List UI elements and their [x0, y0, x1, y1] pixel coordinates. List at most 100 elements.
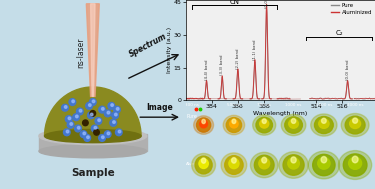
Text: 1500 ns: 1500 ns [316, 103, 332, 107]
Ellipse shape [313, 154, 335, 176]
Polygon shape [91, 4, 95, 96]
Ellipse shape [350, 119, 361, 129]
Ellipse shape [221, 153, 247, 177]
Ellipse shape [321, 156, 327, 163]
Y-axis label: Intensity (a.u.): Intensity (a.u.) [167, 27, 172, 73]
Ellipse shape [352, 156, 358, 163]
Ellipse shape [345, 116, 365, 134]
Circle shape [79, 109, 82, 112]
Circle shape [67, 121, 74, 128]
Circle shape [116, 108, 119, 110]
Text: Spectrum: Spectrum [128, 31, 169, 59]
Circle shape [62, 104, 68, 111]
Circle shape [88, 104, 91, 106]
Ellipse shape [230, 120, 238, 128]
Ellipse shape [232, 158, 236, 163]
Ellipse shape [194, 116, 213, 134]
Circle shape [114, 106, 120, 113]
Circle shape [70, 123, 73, 125]
Ellipse shape [200, 120, 207, 128]
Text: Sample: Sample [71, 168, 115, 178]
Circle shape [99, 135, 105, 141]
Wedge shape [45, 87, 141, 136]
Text: (1-1) band: (1-1) band [253, 40, 257, 60]
Circle shape [118, 130, 121, 133]
Circle shape [107, 132, 110, 135]
Text: 700 ns: 700 ns [257, 103, 271, 107]
Ellipse shape [253, 115, 276, 135]
Circle shape [72, 100, 74, 103]
Ellipse shape [251, 152, 278, 178]
Ellipse shape [289, 119, 298, 128]
Ellipse shape [321, 118, 326, 123]
Circle shape [108, 102, 115, 109]
Circle shape [107, 111, 110, 114]
Ellipse shape [288, 158, 299, 169]
Ellipse shape [254, 155, 274, 175]
Text: Pure: Pure [186, 114, 197, 119]
Ellipse shape [262, 157, 267, 163]
Circle shape [84, 135, 91, 141]
Ellipse shape [319, 119, 329, 128]
Ellipse shape [232, 119, 236, 124]
Ellipse shape [311, 114, 337, 136]
Text: (0-0) band: (0-0) band [346, 59, 350, 80]
Circle shape [112, 121, 115, 123]
Circle shape [95, 118, 102, 124]
Ellipse shape [225, 156, 243, 174]
Ellipse shape [259, 158, 270, 169]
Ellipse shape [308, 151, 339, 179]
Circle shape [98, 119, 100, 122]
Circle shape [88, 112, 94, 119]
Circle shape [63, 129, 70, 136]
Circle shape [73, 114, 80, 121]
Circle shape [111, 104, 113, 106]
Circle shape [69, 99, 76, 105]
Ellipse shape [196, 118, 211, 132]
Ellipse shape [39, 145, 147, 158]
Circle shape [102, 108, 104, 110]
Ellipse shape [39, 128, 147, 145]
Ellipse shape [199, 159, 208, 168]
Circle shape [94, 129, 99, 135]
Circle shape [90, 113, 93, 116]
Circle shape [112, 112, 118, 119]
Ellipse shape [195, 156, 212, 174]
Circle shape [90, 111, 96, 116]
Circle shape [90, 99, 96, 105]
Circle shape [114, 113, 117, 116]
Text: (2-2) band: (2-2) band [236, 48, 240, 69]
Circle shape [82, 120, 88, 126]
Ellipse shape [315, 116, 333, 134]
Text: 500 ns: 500 ns [227, 103, 241, 107]
Circle shape [66, 130, 69, 133]
Circle shape [104, 110, 111, 117]
Polygon shape [86, 4, 99, 96]
Text: (3-3) band: (3-3) band [220, 55, 224, 75]
Circle shape [64, 106, 67, 108]
Circle shape [92, 100, 95, 103]
Ellipse shape [256, 117, 273, 133]
Ellipse shape [229, 158, 239, 169]
Ellipse shape [262, 119, 266, 123]
Ellipse shape [318, 157, 330, 169]
Ellipse shape [260, 119, 269, 128]
Legend: Pure, Aluminized: Pure, Aluminized [331, 3, 372, 15]
Ellipse shape [341, 113, 369, 137]
Circle shape [68, 117, 71, 120]
Circle shape [65, 116, 72, 122]
Circle shape [92, 125, 98, 132]
Ellipse shape [281, 114, 306, 136]
Circle shape [80, 131, 87, 138]
Text: ns-laser: ns-laser [76, 38, 85, 68]
Ellipse shape [202, 119, 206, 124]
Circle shape [99, 106, 105, 113]
Ellipse shape [352, 118, 358, 123]
Circle shape [77, 126, 80, 129]
Ellipse shape [349, 157, 361, 169]
Ellipse shape [279, 152, 308, 178]
Text: Image: Image [146, 102, 173, 112]
Ellipse shape [226, 118, 242, 132]
Text: CN: CN [230, 0, 240, 5]
Ellipse shape [343, 154, 367, 176]
